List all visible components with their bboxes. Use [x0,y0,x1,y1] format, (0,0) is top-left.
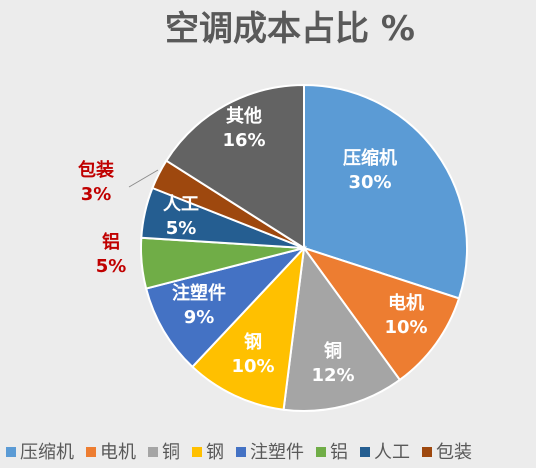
slice-label-7: 人工 5% [163,194,199,239]
slice-category-label: 其他 [226,105,262,127]
legend-swatch-5 [236,447,246,457]
leader-line [128,169,159,188]
slice-category-label: 压缩机 [343,147,397,169]
slice-value-label: 9% [184,307,215,328]
pie-slice-3 [282,245,402,412]
slice-label-4: 钢 10% [231,331,274,377]
slice-category-label: 注塑件 [172,282,226,304]
pie-slices [139,83,468,412]
slice-category-label: 包装 [78,159,114,181]
legend-swatch-8 [422,447,432,457]
slice-value-label: 10% [231,356,274,377]
legend-swatch-2 [86,447,96,457]
slice-label-1: 压缩机 30% [343,147,397,193]
slice-label-2: 电机 10% [384,292,427,338]
slice-value-label: 16% [222,130,265,151]
slice-label-5: 注塑件 9% [172,282,226,328]
pie-slice-9 [164,83,305,250]
slice-label-6: 铝 5% [96,231,127,277]
slice-labels: 压缩机 30% 电机 10% 铜 12% 钢 10% 注塑件 9% 铝 5% 人工 5% 包装 3% 其他 16% [78,105,428,386]
slice-category-label: 铜 [324,340,342,362]
slice-label-3: 铜 12% [311,340,354,386]
slice-value-label: 30% [348,172,391,193]
legend-label-5: 注塑件 [250,442,304,463]
legend-label-7: 人工 [374,442,410,463]
legend-label-8: 包装 [436,442,472,463]
pie-slice-4 [191,245,306,411]
legend-label-3: 铜 [162,442,180,463]
legend-label-4: 钢 [206,442,224,463]
pie-slice-2 [301,246,461,382]
slice-value-label: 10% [384,317,427,338]
slice-category-label: 人工 [163,194,199,215]
legend-swatch-3 [148,447,158,457]
pie-slice-5 [144,246,308,369]
legend-label-1: 压缩机 [20,442,74,463]
slice-value-label: 5% [166,218,197,239]
legend-label-6: 铝 [330,442,348,463]
legend-label-2: 电机 [100,442,136,463]
slice-value-label: 3% [81,184,112,205]
slice-category-label: 电机 [388,292,424,314]
slice-category-label: 钢 [244,331,262,353]
slice-value-label: 12% [311,365,354,386]
pie-slice-1 [303,83,468,300]
legend-swatch-4 [192,447,202,457]
slice-label-9: 其他 16% [222,105,265,151]
legend-swatch-1 [6,447,16,457]
legend-swatch-6 [316,447,326,457]
slice-category-label: 铝 [102,231,120,253]
legend-swatch-7 [360,447,370,457]
chart-title: 空调成本占比 % [165,9,415,49]
legend: 压缩机 电机 铜 钢 注塑件 铝 人工 包装 [6,442,472,463]
slice-value-label: 5% [96,256,127,277]
slice-label-8: 包装 3% [78,159,114,205]
